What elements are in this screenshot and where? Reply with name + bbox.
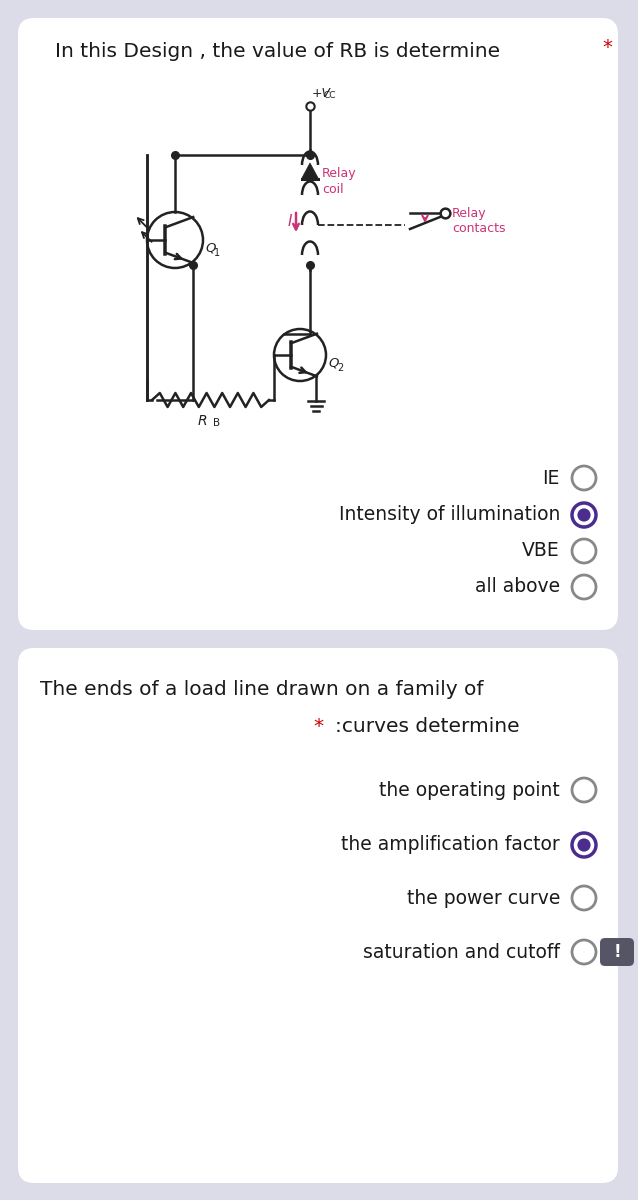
Text: 2: 2 — [337, 362, 343, 373]
Text: the power curve: the power curve — [406, 888, 560, 907]
Text: Relay: Relay — [452, 206, 487, 220]
Text: coil: coil — [322, 182, 344, 196]
Text: VBE: VBE — [523, 541, 560, 560]
Polygon shape — [302, 163, 318, 179]
FancyBboxPatch shape — [18, 648, 618, 1183]
FancyBboxPatch shape — [600, 938, 634, 966]
Text: *: * — [602, 38, 612, 56]
Text: Intensity of illumination: Intensity of illumination — [339, 505, 560, 524]
Circle shape — [577, 839, 591, 852]
Text: all above: all above — [475, 577, 560, 596]
Text: 1: 1 — [214, 248, 220, 258]
Circle shape — [577, 509, 591, 522]
Circle shape — [572, 503, 596, 527]
Text: :curves determine: :curves determine — [335, 716, 519, 736]
Text: !: ! — [613, 943, 621, 961]
Text: the amplification factor: the amplification factor — [341, 835, 560, 854]
Text: *: * — [313, 716, 330, 736]
Text: the operating point: the operating point — [379, 780, 560, 799]
Text: R: R — [198, 414, 207, 428]
Text: In this Design , the value of RB is determine: In this Design , the value of RB is dete… — [55, 42, 500, 61]
Text: B: B — [212, 418, 219, 428]
Text: The ends of a load line drawn on a family of: The ends of a load line drawn on a famil… — [40, 680, 484, 698]
Text: IE: IE — [543, 468, 560, 487]
Text: Q: Q — [328, 356, 338, 370]
Circle shape — [572, 833, 596, 857]
Text: saturation and cutoff: saturation and cutoff — [363, 942, 560, 961]
Text: +V: +V — [312, 86, 331, 100]
Text: CC: CC — [324, 91, 336, 100]
FancyBboxPatch shape — [18, 18, 618, 630]
Text: contacts: contacts — [452, 222, 505, 235]
Text: Q: Q — [205, 241, 216, 254]
Text: I: I — [288, 215, 292, 229]
Text: Relay: Relay — [322, 167, 357, 180]
